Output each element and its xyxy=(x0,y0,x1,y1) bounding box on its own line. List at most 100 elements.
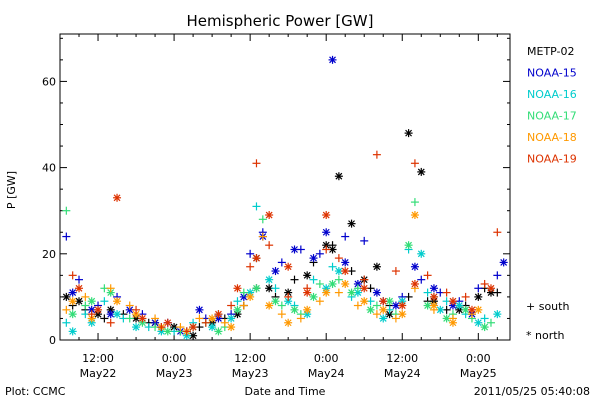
noaa-16-north-point xyxy=(334,267,343,276)
noaa-19-north-point xyxy=(252,254,261,263)
noaa-16-south-point xyxy=(252,202,261,211)
noaa-18-south-point xyxy=(62,305,71,314)
noaa-19-south-point xyxy=(284,292,293,301)
legend-entry: NOAA-17 xyxy=(527,110,577,123)
noaa-18-south-point xyxy=(391,314,400,323)
noaa-18-south-point xyxy=(296,314,305,323)
noaa-18-south-point xyxy=(334,288,343,297)
noaa-18-south-point xyxy=(81,292,90,301)
noaa-17-north-point xyxy=(87,297,96,306)
x-tick-date: May23 xyxy=(232,367,269,380)
noaa-16-north-point xyxy=(493,310,502,319)
noaa-17-south-point xyxy=(315,279,324,288)
x-tick-time: 12:00 xyxy=(234,352,266,365)
noaa-19-north-point xyxy=(322,211,331,220)
noaa-17-north-point xyxy=(328,279,337,288)
noaa-16-north-point xyxy=(417,249,426,258)
x-tick-time: 0:00 xyxy=(314,352,339,365)
noaa-16-north-point xyxy=(113,310,122,319)
footer-timestamp: 2011/05/25 05:40:08 xyxy=(474,385,590,398)
noaa-16-north-point xyxy=(265,275,274,284)
noaa-17-south-point xyxy=(334,275,343,284)
noaa-19-north-point xyxy=(360,284,369,293)
y-tick-label: 0 xyxy=(49,334,56,347)
noaa-18-south-point xyxy=(239,301,248,310)
noaa-19-north-point xyxy=(189,323,198,332)
noaa-19-south-point xyxy=(322,245,331,254)
noaa-16-south-point xyxy=(62,318,71,327)
noaa-17-north-point xyxy=(480,323,489,332)
plot-frame xyxy=(59,33,511,341)
noaa-19-north-point xyxy=(410,279,419,288)
noaa-15-south-point xyxy=(62,232,71,241)
metp-02-north-point xyxy=(334,172,343,181)
noaa-18-south-point xyxy=(372,310,381,319)
legend: METP-02 NOAA-15 NOAA-16 NOAA-17 NOAA-18 NOAA-… xyxy=(527,45,577,166)
x-tick-time: 12:00 xyxy=(386,352,418,365)
noaa-19-south-point xyxy=(252,159,261,168)
noaa-15-north-point xyxy=(271,267,280,276)
noaa-17-north-point xyxy=(366,305,375,314)
x-tick-date: May25 xyxy=(460,367,497,380)
noaa-18-north-point xyxy=(303,305,312,314)
noaa-18-north-point xyxy=(448,318,457,327)
noaa-18-south-point xyxy=(106,284,115,293)
noaa-18-north-point xyxy=(341,279,350,288)
noaa-19-south-point xyxy=(334,254,343,263)
noaa-19-south-point xyxy=(423,271,432,280)
noaa-19-south-point xyxy=(410,159,419,168)
data-points xyxy=(62,55,508,340)
x-axis: 12:00 May22 0:00 May23 12:00 May23 0:00 May24 12… xyxy=(59,34,498,380)
noaa-19-south-point xyxy=(461,292,470,301)
noaa-18-south-point xyxy=(220,318,229,327)
x-tick-time: 0:00 xyxy=(466,352,491,365)
noaa-19-south-point xyxy=(68,271,77,280)
noaa-17-north-point xyxy=(442,314,451,323)
noaa-17-north-point xyxy=(252,284,261,293)
noaa-18-north-point xyxy=(208,314,217,323)
noaa-19-north-point xyxy=(75,284,84,293)
noaa-17-north-point xyxy=(163,327,172,336)
noaa-15-north-point xyxy=(341,258,350,267)
noaa-16-north-point xyxy=(455,301,464,310)
metp-02-north-point xyxy=(303,271,312,280)
noaa-19-north-point xyxy=(233,284,242,293)
noaa-19-north-point xyxy=(94,305,103,314)
marker-legend: + south * north xyxy=(526,300,569,342)
noaa-18-north-point xyxy=(398,310,407,319)
x-tick-date: May24 xyxy=(384,367,421,380)
noaa-19-south-point xyxy=(391,267,400,276)
noaa-15-south-point xyxy=(277,258,286,267)
noaa-15-north-point xyxy=(195,305,204,314)
y-tick-label: 60 xyxy=(42,75,56,88)
x-axis-label: Date and Time xyxy=(245,385,326,398)
noaa-18-south-point xyxy=(176,323,185,332)
noaa-17-north-point xyxy=(290,305,299,314)
chart-title: Hemispheric Power [GW] xyxy=(187,12,374,30)
noaa-19-south-point xyxy=(265,241,274,250)
noaa-18-north-point xyxy=(284,318,293,327)
noaa-19-south-point xyxy=(246,262,255,271)
noaa-18-north-point xyxy=(113,297,122,306)
noaa-18-north-point xyxy=(265,301,274,310)
marker-legend-entry: * north xyxy=(526,329,565,342)
noaa-19-south-point xyxy=(157,323,166,332)
metp-02-north-point xyxy=(62,292,71,301)
noaa-17-south-point xyxy=(81,301,90,310)
noaa-16-north-point xyxy=(132,323,141,332)
noaa-16-south-point xyxy=(309,275,318,284)
noaa-15-south-point xyxy=(341,232,350,241)
y-axis: 0 20 40 60 xyxy=(42,37,510,347)
noaa-19-north-point xyxy=(379,297,388,306)
noaa-19-north-point xyxy=(163,318,172,327)
legend-entry: NOAA-16 xyxy=(527,88,577,101)
noaa-15-north-point xyxy=(68,288,77,297)
noaa-16-south-point xyxy=(100,297,109,306)
noaa-15-south-point xyxy=(315,249,324,258)
noaa-15-south-point xyxy=(75,275,84,284)
noaa-19-south-point xyxy=(360,275,369,284)
noaa-18-south-point xyxy=(195,314,204,323)
noaa-18-south-point xyxy=(315,297,324,306)
noaa-19-north-point xyxy=(429,292,438,301)
